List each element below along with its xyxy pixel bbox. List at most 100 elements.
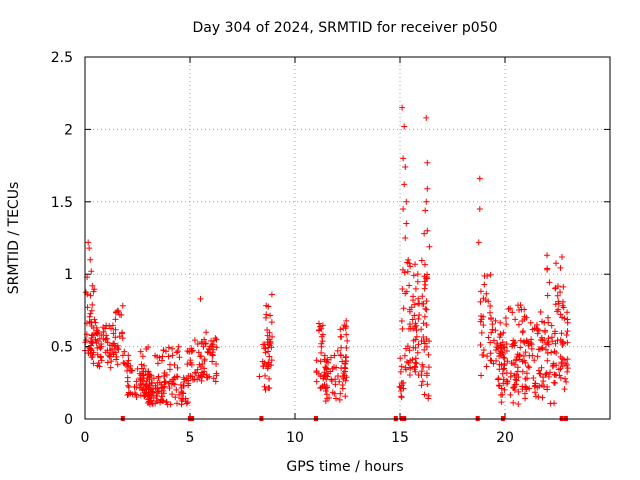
data-point	[404, 259, 411, 266]
data-point	[129, 367, 136, 374]
data-point	[119, 302, 126, 309]
data-point	[110, 330, 117, 337]
data-point	[196, 374, 203, 381]
data-point	[515, 321, 522, 328]
x-axis-label: GPS time / hours	[286, 459, 403, 475]
data-point	[533, 321, 540, 328]
data-point	[140, 387, 147, 394]
data-point	[532, 389, 539, 396]
data-point	[104, 359, 111, 366]
data-point	[512, 339, 519, 346]
data-point	[483, 290, 490, 297]
data-point	[414, 349, 421, 356]
data-point	[112, 334, 119, 341]
data-point	[564, 368, 571, 375]
data-point	[94, 337, 101, 344]
data-point	[401, 123, 408, 130]
data-point	[147, 392, 154, 399]
data-point	[414, 271, 421, 278]
data-point	[180, 390, 187, 397]
data-point	[339, 358, 346, 365]
data-point	[89, 282, 96, 289]
data-point	[148, 379, 155, 386]
data-point	[527, 319, 534, 326]
data-point	[423, 336, 430, 343]
data-point	[150, 395, 157, 402]
data-point	[487, 350, 494, 357]
data-point	[109, 346, 116, 353]
data-point	[163, 398, 170, 405]
data-point	[413, 327, 420, 334]
data-point	[499, 351, 506, 358]
y-tick-label: 2	[64, 122, 73, 138]
data-point	[419, 293, 426, 300]
data-point	[171, 381, 178, 388]
data-point	[148, 397, 155, 404]
data-point	[200, 371, 207, 378]
data-point	[512, 316, 519, 323]
data-point	[505, 306, 512, 313]
data-point	[514, 351, 521, 358]
data-point	[498, 385, 505, 392]
data-point	[133, 393, 140, 400]
data-point	[536, 370, 543, 377]
data-point	[557, 365, 564, 372]
data-point	[140, 368, 147, 375]
data-point	[125, 357, 132, 364]
y-tick-label: 2.5	[51, 50, 73, 66]
data-point	[137, 348, 144, 355]
data-point	[93, 324, 100, 331]
data-point	[213, 344, 220, 351]
data-point	[539, 318, 546, 325]
data-point	[202, 340, 209, 347]
data-point	[262, 314, 269, 321]
data-point	[500, 380, 507, 387]
data-point	[174, 348, 181, 355]
data-point	[313, 378, 320, 385]
data-point	[510, 340, 517, 347]
data-point	[424, 381, 431, 388]
data-point	[87, 256, 94, 263]
data-point	[403, 220, 410, 227]
data-point	[178, 384, 185, 391]
data-point	[550, 360, 557, 367]
data-point	[198, 353, 205, 360]
data-point	[339, 385, 346, 392]
data-point	[94, 351, 101, 358]
data-point	[478, 329, 485, 336]
data-point	[410, 344, 417, 351]
data-point	[341, 364, 348, 371]
data-point	[487, 302, 494, 309]
grid-lines	[85, 57, 610, 419]
data-point	[421, 346, 428, 353]
data-point	[166, 385, 173, 392]
data-point	[526, 385, 533, 392]
data-point	[159, 353, 166, 360]
data-point	[521, 357, 528, 364]
data-point	[104, 347, 111, 354]
data-point	[423, 370, 430, 377]
data-point	[262, 349, 269, 356]
data-point	[398, 379, 405, 386]
data-point	[500, 329, 507, 336]
data-point	[329, 389, 336, 396]
data-point	[500, 376, 507, 383]
data-point	[510, 399, 517, 406]
x-tick-label: 0	[81, 430, 90, 446]
data-point	[265, 303, 272, 310]
data-point	[481, 272, 488, 279]
data-point	[266, 341, 273, 348]
data-point	[403, 358, 410, 365]
data-point	[497, 319, 504, 326]
data-point	[552, 340, 559, 347]
data-point	[412, 320, 419, 327]
y-tick-labels: 0 0.5 1 1.5 2 2.5	[51, 50, 73, 428]
data-point	[315, 327, 322, 334]
data-point	[184, 347, 191, 354]
data-point	[560, 283, 567, 290]
data-point	[478, 372, 485, 379]
data-point	[196, 361, 203, 368]
y-axis-label: SRMTID / TECUs	[6, 182, 22, 295]
data-point	[397, 355, 404, 362]
